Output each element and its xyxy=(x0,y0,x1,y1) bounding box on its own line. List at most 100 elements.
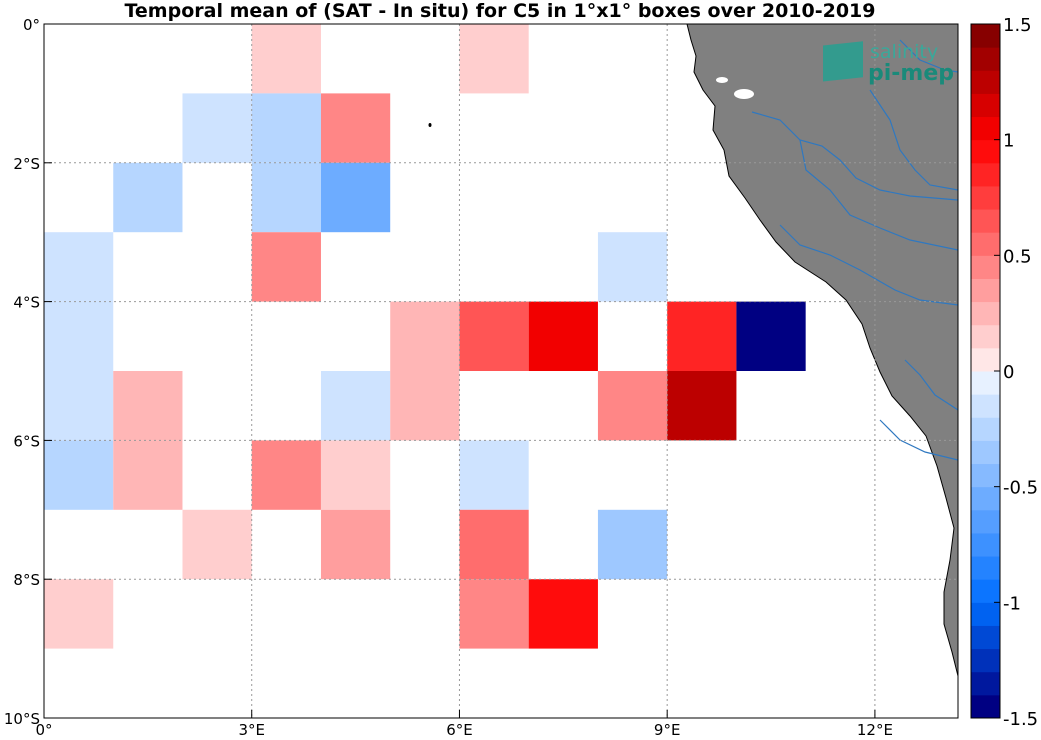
heatmap-cell-9 xyxy=(251,232,321,302)
y-tick-label-3: 6°S xyxy=(13,432,40,450)
land-layer xyxy=(428,24,958,677)
plot-frame xyxy=(43,23,959,719)
heatmap-cell-4 xyxy=(320,93,391,163)
map-title: Temporal mean of (SAT - In situ) for C5 … xyxy=(124,0,876,22)
colorbar-level-1 xyxy=(971,671,1000,696)
river-6 xyxy=(899,39,958,73)
heatmap-cell-13 xyxy=(459,301,529,371)
heatmap-cell-31 xyxy=(597,509,668,580)
x-tick-label-0: 0° xyxy=(35,721,52,739)
heatmap-cell-8 xyxy=(44,232,114,302)
heatmap-cell-6 xyxy=(251,162,321,233)
colorbar-level-20 xyxy=(971,232,1000,256)
heatmap-cell-0 xyxy=(251,24,321,94)
heatmap-cell-17 xyxy=(44,371,114,441)
colorbar-level-4 xyxy=(971,602,1000,626)
heatmap-cell-32 xyxy=(44,579,114,649)
y-tick-label-2: 4°S xyxy=(13,294,40,312)
colorbar-tick-label-1: 1 xyxy=(1003,131,1014,152)
heatmap-cell-21 xyxy=(597,371,668,441)
colorbar-level-0 xyxy=(971,694,1000,719)
river-4 xyxy=(779,224,958,306)
heatmap-cell-25 xyxy=(251,440,321,510)
rivers xyxy=(751,39,958,461)
logo-mark xyxy=(823,41,863,82)
heatmap-cell-19 xyxy=(320,371,391,441)
colorbar-tick-label-6: -1.5 xyxy=(1003,709,1038,730)
heatmap-cell-7 xyxy=(320,162,391,233)
logo-text-salinity: salinity xyxy=(870,41,938,63)
heatmap-cell-20 xyxy=(390,371,460,441)
heatmap-cell-2 xyxy=(182,93,252,163)
heatmap-cell-26 xyxy=(320,440,391,510)
colorbar-level-24 xyxy=(971,139,1000,164)
y-tick-label-1: 2°S xyxy=(13,155,40,173)
colorbar-level-12 xyxy=(971,417,1000,441)
heatmap-cell-10 xyxy=(597,232,668,302)
colorbar-level-16 xyxy=(971,324,1000,349)
heatmap-cell-24 xyxy=(113,440,183,510)
colorbar-level-18 xyxy=(971,278,1000,303)
heatmap-cell-15 xyxy=(667,301,737,371)
heatmap-cell-29 xyxy=(320,509,391,580)
colorbar-level-13 xyxy=(971,394,1000,418)
colorbar-level-3 xyxy=(971,625,1000,650)
heatmap-cell-27 xyxy=(459,440,529,510)
colorbar-level-17 xyxy=(971,301,1000,326)
river-3 xyxy=(869,89,958,191)
colorbar-tick-label-4: -0.5 xyxy=(1003,478,1038,499)
heatmap-cell-22 xyxy=(667,371,737,441)
x-tick-label-1: 3°E xyxy=(238,721,265,739)
colorbar-level-7 xyxy=(971,532,1000,557)
x-tick-label-4: 12°E xyxy=(857,721,893,739)
y-tick-label-0: 0° xyxy=(23,16,40,34)
colorbar-level-28 xyxy=(971,47,1000,71)
heatmap-cell-18 xyxy=(113,371,183,441)
river-5 xyxy=(904,359,958,411)
heatmap-cell-30 xyxy=(459,509,529,580)
heatmap-cell-34 xyxy=(528,579,598,649)
heatmap-cell-23 xyxy=(44,440,114,510)
logo: salinity pi-mep xyxy=(823,41,954,86)
x-tick-label-3: 9°E xyxy=(654,721,681,739)
heatmap-cell-12 xyxy=(390,301,460,371)
river-1 xyxy=(751,111,958,201)
heatmap-cell-5 xyxy=(113,162,183,233)
colorbar-level-14 xyxy=(971,371,1000,395)
x-tick-label-2: 6°E xyxy=(446,721,473,739)
coastline-land xyxy=(686,24,958,677)
island xyxy=(428,123,432,127)
colorbar-level-8 xyxy=(971,509,1000,534)
colorbar-level-21 xyxy=(971,209,1000,233)
colorbar-tick-label-2: 0.5 xyxy=(1003,246,1032,267)
heatmap-cell-16 xyxy=(736,301,806,371)
colorbar-level-9 xyxy=(971,486,1000,511)
heatmap-cell-3 xyxy=(251,93,321,163)
y-tick-label-4: 8°S xyxy=(13,571,40,589)
colorbar-level-11 xyxy=(971,440,1000,465)
lake-1 xyxy=(734,89,754,99)
colorbar-level-15 xyxy=(971,347,1000,372)
heatmap-cell-11 xyxy=(44,301,114,371)
colorbar-level-6 xyxy=(971,556,1000,580)
heatmap-cell-33 xyxy=(459,579,529,649)
colorbar-tick-label-0: 1.5 xyxy=(1003,15,1032,36)
heatmap-cell-1 xyxy=(459,24,529,94)
axis-ticks: 0° 3°E 6°E 9°E 12°E 0° 2°S 4°S 6°S 8°S 10°S xyxy=(4,16,893,739)
colorbar-level-22 xyxy=(971,185,1000,210)
colorbar-tick-label-5: -1 xyxy=(1003,593,1021,614)
colorbar-level-26 xyxy=(971,93,1000,118)
y-tick-label-5: 10°S xyxy=(4,710,40,728)
heatmap-cells xyxy=(44,24,806,649)
colorbar-level-29 xyxy=(971,24,1000,48)
logo-text-pi-mep: pi-mep xyxy=(868,61,954,86)
river-2 xyxy=(799,139,958,251)
colorbar-tick-label-3: 0 xyxy=(1003,362,1014,383)
colorbar-level-23 xyxy=(971,162,1000,187)
colorbar-level-5 xyxy=(971,579,1000,603)
river-7 xyxy=(879,419,958,461)
colorbar-level-27 xyxy=(971,70,1000,94)
heatmap-cell-14 xyxy=(528,301,598,371)
colorbar-level-10 xyxy=(971,463,1000,488)
